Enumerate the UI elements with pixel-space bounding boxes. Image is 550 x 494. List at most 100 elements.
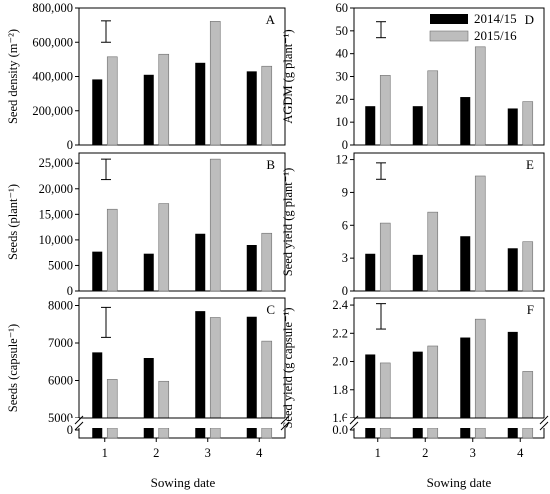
bar-2014-15-date-4 [507, 248, 518, 291]
bar-2014-15-date-2 [412, 351, 423, 418]
bar-2015-16-date-2 [427, 345, 439, 419]
legend-swatch-2014-15 [430, 14, 468, 24]
y-tick-label: 600,000 [32, 35, 73, 49]
x-tick-label: 2 [153, 446, 159, 460]
panel-letter: E [526, 157, 534, 172]
y-tick-label-break: 0.0 [332, 423, 348, 437]
y-tick-label: 40 [336, 47, 349, 61]
y-tick-label: 0 [67, 138, 73, 152]
bar-2014-15-date-1 [92, 79, 103, 145]
panel-letter: F [527, 302, 534, 317]
bar-stub [474, 427, 486, 439]
y-tick-label: 0 [67, 284, 73, 298]
bar-stub [427, 427, 439, 439]
legend: 2014/15 2015/16 [429, 11, 517, 43]
y-tick-label: 30 [336, 70, 349, 84]
y-axis-label: Seeds (capsule⁻¹) [6, 324, 20, 412]
bar-2014-15-date-1 [92, 352, 103, 418]
bar-2014-15-date-2 [412, 106, 423, 145]
panel-e: 0 3 6 9 12 E Seed yield (g plant⁻¹) [281, 152, 545, 298]
x-tick-label: 4 [517, 446, 524, 460]
break-mark [74, 415, 84, 425]
y-tick-label: 15,000 [39, 207, 73, 221]
y-tick-label: 200,000 [32, 104, 73, 118]
y-axis-label: Seed density (m⁻²) [6, 29, 20, 124]
y-tick-label: 2.2 [332, 326, 348, 340]
y-tick-label: 6000 [48, 374, 73, 388]
bar-2015-16-date-4 [522, 101, 534, 146]
bar-2014-15-date-3 [460, 236, 471, 291]
panel-c: 5000 6000 7000 8000 1 2 3 4 0 C Seeds (capsule⁻¹) [6, 297, 295, 460]
bar-stub [158, 427, 170, 439]
bar-2014-15-date-2 [143, 74, 154, 145]
y-tick-label-break: 0 [67, 423, 73, 437]
bar-2015-16-date-3 [474, 175, 486, 292]
y-tick-label: 10 [336, 115, 349, 129]
panel-b: 0 5000 10,000 15,000 20,000 25,000 B Seeds (pla… [6, 152, 286, 298]
y-tick-label: 12 [336, 153, 349, 167]
panel-letter: B [266, 157, 275, 172]
bar-stub [195, 428, 206, 438]
bar-2015-16-date-1 [379, 222, 391, 292]
bar-2014-15-date-1 [92, 251, 103, 291]
bar-2015-16-date-3 [474, 46, 486, 146]
panel-d: 0 10 20 30 40 50 60 D AGDM (g plant⁻¹) [281, 1, 545, 152]
panels: 0 200,000 400,000 600,000 800,000 A Seed densi… [6, 1, 550, 460]
panel-a: 0 200,000 400,000 600,000 800,000 A Seed densi… [6, 1, 286, 152]
bar-2014-15-date-3 [460, 337, 471, 418]
y-tick-label: 7000 [48, 336, 73, 350]
x-tick-label: 1 [102, 446, 108, 460]
break-mark [349, 415, 359, 425]
bar-2015-16-date-1 [106, 208, 118, 292]
y-axis-label: Seed yield (g plant⁻¹) [281, 168, 295, 277]
bar-2014-15-date-2 [412, 254, 423, 291]
y-tick-label: 0 [342, 138, 348, 152]
axis-break-gap [344, 418, 550, 428]
x-tick-label: 4 [256, 446, 263, 460]
bar-2014-15-date-4 [507, 331, 518, 418]
legend-label-2015-16: 2015/16 [474, 28, 517, 43]
panel-letter: D [525, 12, 534, 27]
y-tick-label: 9 [342, 185, 348, 199]
legend-swatch-2015-16 [429, 30, 469, 42]
bar-2014-15-date-1 [365, 106, 376, 145]
break-mark [280, 415, 290, 425]
break-mark [74, 421, 84, 431]
panel-frame [78, 152, 286, 292]
y-tick-label: 8000 [48, 299, 73, 313]
bar-2014-15-date-2 [143, 358, 154, 418]
break-mark [539, 415, 549, 425]
y-tick-label: 2.0 [332, 355, 348, 369]
bar-2015-16-date-3 [209, 317, 221, 419]
bar-2014-15-date-4 [246, 245, 257, 291]
bar-2014-15-date-4 [246, 71, 257, 145]
bar-2015-16-date-1 [106, 56, 118, 146]
y-axis-label: Seed yield (g capsule⁻¹) [281, 307, 295, 428]
bar-2014-15-date-3 [195, 233, 206, 291]
x-tick-label: 2 [422, 446, 428, 460]
bar-stub [412, 428, 423, 438]
panel-letter: A [266, 12, 276, 27]
bar-2015-16-date-1 [379, 362, 391, 419]
y-tick-label: 5000 [48, 411, 73, 425]
bar-stub [261, 427, 273, 439]
bar-stub [507, 428, 518, 438]
y-tick-label: 400,000 [32, 70, 73, 84]
y-tick-label: 50 [336, 24, 349, 38]
bar-2015-16-date-1 [379, 75, 391, 146]
bar-stub [92, 428, 103, 438]
bar-stub [246, 428, 257, 438]
axis-break-gap [69, 418, 295, 428]
y-tick-label: 800,000 [32, 1, 73, 15]
x-axis-label-left: Sowing date [151, 475, 216, 490]
x-tick-label: 3 [205, 446, 211, 460]
bar-stub [379, 427, 391, 439]
y-tick-label: 10,000 [39, 233, 73, 247]
bar-stub [143, 428, 154, 438]
y-axis-label: Seeds (plant⁻¹) [6, 184, 20, 260]
bar-2014-15-date-1 [365, 253, 376, 291]
x-tick-label: 3 [470, 446, 476, 460]
bar-2014-15-date-3 [195, 62, 206, 145]
